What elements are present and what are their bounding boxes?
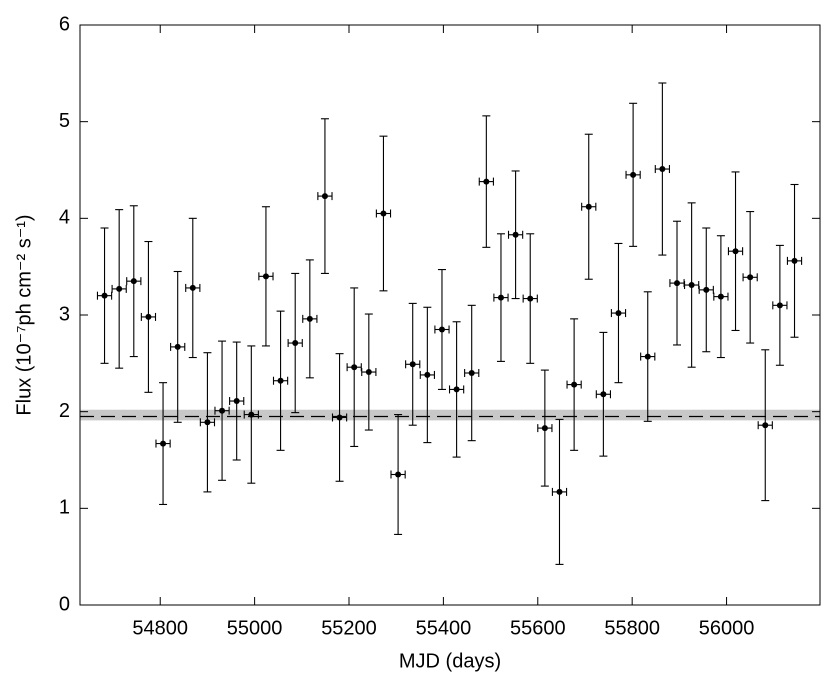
data-point [321, 193, 328, 200]
data-point [527, 295, 534, 302]
x-tick-label: 54800 [132, 617, 188, 639]
reference-band [80, 409, 820, 421]
data-point [762, 422, 769, 429]
x-tick-label: 55400 [416, 617, 472, 639]
data-point [732, 248, 739, 255]
data-point [204, 419, 211, 426]
y-tick-label: 0 [59, 593, 70, 615]
data-point [512, 231, 519, 238]
y-axis-label: Flux (10⁻⁷ph cm⁻² s⁻¹) [13, 214, 35, 415]
data-point [659, 166, 666, 173]
data-point [630, 171, 637, 178]
data-point [351, 364, 358, 371]
data-point [776, 302, 783, 309]
data-point [541, 425, 548, 432]
data-point [145, 313, 152, 320]
data-point [703, 286, 710, 293]
data-point [717, 293, 724, 300]
data-point [380, 210, 387, 217]
data-point [116, 285, 123, 292]
data-point [219, 407, 226, 414]
data-point [277, 377, 284, 384]
data-point [791, 257, 798, 264]
data-point [248, 411, 255, 418]
x-tick-label: 55800 [604, 617, 660, 639]
data-point [395, 471, 402, 478]
data-point [585, 203, 592, 210]
data-point [101, 292, 108, 299]
data-point [189, 284, 196, 291]
data-point [571, 381, 578, 388]
data-point [644, 353, 651, 360]
data-point [600, 391, 607, 398]
y-tick-label: 4 [59, 207, 70, 229]
data-point [438, 326, 445, 333]
x-tick-label: 55000 [227, 617, 283, 639]
data-point [262, 273, 269, 280]
data-point [747, 274, 754, 281]
data-point [483, 178, 490, 185]
data-point [453, 386, 460, 393]
x-tick-label: 55600 [510, 617, 566, 639]
data-point [497, 294, 504, 301]
data-point [409, 361, 416, 368]
data-point [424, 371, 431, 378]
data-point [615, 310, 622, 317]
data-point [336, 414, 343, 421]
data-point [160, 440, 167, 447]
data-point [365, 369, 372, 376]
data-point [688, 282, 695, 289]
data-point [130, 278, 137, 285]
data-point [292, 340, 299, 347]
data-point [174, 343, 181, 350]
y-tick-label: 6 [59, 13, 70, 35]
y-tick-label: 5 [59, 110, 70, 132]
x-tick-label: 55200 [321, 617, 377, 639]
data-point [233, 398, 240, 405]
data-point [306, 315, 313, 322]
x-axis-label: MJD (days) [399, 650, 501, 672]
y-tick-label: 1 [59, 497, 70, 519]
y-tick-label: 3 [59, 303, 70, 325]
data-point [674, 280, 681, 287]
x-tick-label: 56000 [699, 617, 755, 639]
data-point [556, 488, 563, 495]
y-tick-label: 2 [59, 400, 70, 422]
data-point [468, 370, 475, 376]
